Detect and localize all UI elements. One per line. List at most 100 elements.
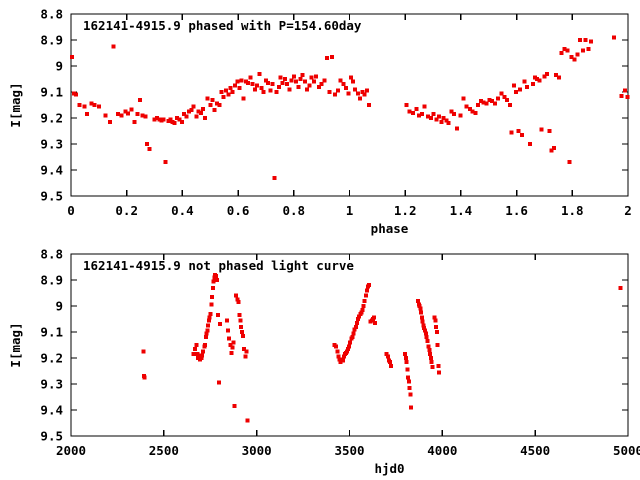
data-point — [434, 324, 439, 329]
data-point — [428, 356, 433, 360]
data-point — [322, 78, 327, 83]
data-point — [338, 78, 343, 83]
data-point — [232, 404, 237, 409]
data-point — [203, 116, 208, 120]
data-point — [362, 92, 367, 97]
y-tick-label: 9.3 — [40, 377, 63, 392]
data-point — [551, 145, 556, 150]
data-point — [338, 359, 343, 364]
data-point — [272, 175, 277, 180]
data-point — [236, 300, 241, 305]
data-point — [384, 352, 389, 357]
data-point — [172, 121, 177, 126]
x-tick-label: 2000 — [56, 443, 86, 458]
data-point — [252, 87, 257, 92]
data-point — [516, 129, 521, 133]
data-point — [422, 328, 427, 333]
data-point — [490, 99, 495, 104]
data-point — [452, 112, 457, 117]
data-point — [517, 87, 522, 92]
data-point — [175, 116, 180, 120]
data-point — [239, 324, 244, 329]
y-tick-label: 9.4 — [40, 403, 63, 418]
data-point — [257, 71, 262, 76]
data-point — [433, 318, 438, 323]
data-point — [259, 86, 264, 91]
data-point — [362, 298, 367, 303]
data-point — [276, 84, 281, 89]
data-point — [419, 315, 424, 320]
data-point — [300, 73, 305, 78]
data-point — [189, 108, 194, 113]
phased-light-curve-panel: 8.8 8.9 9 9.1 9.2 9.3 9.4 9.5 0 0.2 0.4 0.6 0.8 1 1.2 1… — [8, 7, 632, 237]
plot-title: 162141-4915.9 not phased light curve — [83, 258, 354, 273]
data-point — [350, 335, 355, 340]
data-point — [138, 97, 143, 102]
data-point — [414, 106, 419, 111]
data-point — [420, 319, 425, 324]
data-point — [426, 114, 431, 119]
y-tick-label: 8.9 — [40, 33, 63, 48]
data-point — [487, 97, 492, 102]
data-point — [103, 113, 108, 118]
data-point — [270, 82, 275, 87]
data-point — [226, 328, 231, 333]
data-point — [545, 71, 550, 76]
data-point — [319, 82, 324, 87]
data-point — [74, 92, 79, 97]
data-point — [239, 78, 244, 83]
x-tick-label: 5000 — [613, 443, 640, 458]
data-point — [549, 148, 554, 153]
y-tick-label: 9.4 — [40, 163, 63, 178]
data-point — [348, 75, 353, 80]
data-point — [492, 101, 497, 106]
data-point — [210, 285, 215, 290]
data-point — [206, 323, 211, 328]
data-point — [287, 87, 292, 92]
data-point — [143, 114, 148, 119]
data-point — [289, 78, 294, 83]
data-point — [159, 118, 164, 123]
data-point — [428, 116, 433, 120]
data-point — [307, 83, 312, 88]
data-point — [235, 297, 240, 302]
data-point — [347, 344, 352, 349]
data-point — [206, 318, 211, 323]
data-point — [619, 93, 624, 98]
data-points-group — [141, 272, 623, 423]
data-point — [144, 142, 149, 146]
data-point — [537, 78, 542, 83]
data-point — [499, 91, 504, 96]
data-point — [129, 107, 134, 112]
y-tick-label: 9.2 — [40, 351, 63, 366]
data-point — [359, 310, 364, 315]
data-point — [291, 74, 296, 79]
data-point — [484, 101, 489, 106]
data-point — [435, 343, 440, 347]
data-point — [423, 331, 428, 336]
y-tick-label: 8.9 — [40, 273, 63, 288]
data-point — [163, 160, 168, 165]
data-point — [404, 103, 409, 107]
data-point — [221, 95, 226, 100]
data-point — [363, 293, 368, 298]
data-point — [268, 88, 273, 93]
data-point — [589, 39, 594, 44]
x-tick-label: 1.4 — [450, 203, 473, 218]
data-point — [314, 74, 319, 79]
data-point — [527, 142, 532, 146]
x-tick-label: 0.2 — [115, 203, 138, 218]
data-point — [245, 418, 250, 423]
data-point — [199, 356, 204, 360]
data-point — [92, 103, 97, 107]
data-point — [111, 44, 116, 49]
data-point — [514, 90, 519, 94]
data-point — [285, 82, 290, 87]
data-point — [70, 54, 75, 59]
data-point — [425, 339, 430, 344]
data-point — [403, 352, 408, 357]
data-point — [416, 298, 421, 303]
plot-frame — [70, 13, 629, 197]
data-point — [418, 306, 423, 311]
data-point — [403, 356, 408, 360]
